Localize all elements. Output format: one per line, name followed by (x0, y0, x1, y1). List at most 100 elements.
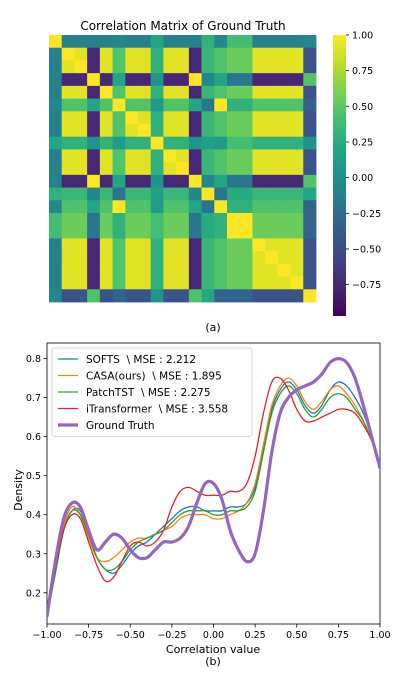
heatmap-cell (277, 187, 291, 201)
heatmap-cell (303, 162, 317, 176)
legend-entry: SOFTS \ MSE : 2.212 (86, 354, 196, 366)
heatmap-cell (99, 162, 113, 176)
heatmap-cell (188, 238, 202, 252)
heatmap-cell (227, 225, 241, 239)
heatmap-cell (150, 238, 164, 252)
heatmap-cell (265, 136, 279, 150)
heatmap-cell (176, 60, 190, 74)
heatmap-cell (277, 60, 291, 74)
heatmap-cell (214, 263, 228, 277)
heatmap-cell (265, 200, 279, 214)
heatmap-cell (252, 238, 266, 252)
x-tick-label: −0.75 (74, 630, 103, 641)
heatmap-cell (163, 225, 177, 239)
heatmap-cell (176, 111, 190, 125)
heatmap-cell (239, 225, 253, 239)
heatmap-cell (138, 174, 152, 188)
heatmap-cell (112, 136, 126, 150)
heatmap-cell (239, 263, 253, 277)
heatmap-cell (112, 289, 126, 303)
heatmap-cell (239, 47, 253, 61)
heatmap-cell (252, 136, 266, 150)
heatmap-cell (277, 238, 291, 252)
heatmap-cell (125, 162, 139, 176)
heatmap-cell (188, 289, 202, 303)
heatmap-cell (61, 225, 75, 239)
heatmap-cell (239, 238, 253, 252)
heatmap-cell (188, 111, 202, 125)
heatmap-cell (74, 124, 88, 138)
heatmap-cell (112, 200, 126, 214)
line-series (47, 357, 380, 618)
heatmap-cell (176, 263, 190, 277)
heatmap-cell (87, 251, 101, 265)
heatmap-cell (74, 200, 88, 214)
heatmap-cell (201, 213, 215, 227)
heatmap-cell (49, 187, 63, 201)
heatmap-cell (265, 124, 279, 138)
heatmap-cell (265, 47, 279, 61)
heatmap-cell (277, 149, 291, 163)
heatmap-cell (61, 111, 75, 125)
heatmap-cell (74, 276, 88, 290)
heatmap-cell (49, 174, 63, 188)
heatmap-cell (61, 60, 75, 74)
heatmap-cells (49, 35, 317, 303)
heatmap-cell (150, 251, 164, 265)
heatmap-cell (303, 200, 317, 214)
heatmap-cell (49, 225, 63, 239)
heatmap-cell (303, 289, 317, 303)
heatmap-cell (201, 263, 215, 277)
heatmap-cell (176, 73, 190, 87)
colorbar: 1.00 0.75 0.50 0.25 0.00 −0.25 −0.50 −0.75 (333, 31, 381, 316)
heatmap-cell (49, 60, 63, 74)
heatmap-cell (239, 251, 253, 265)
heatmap-cell (252, 289, 266, 303)
heatmap-cell (252, 111, 266, 125)
heatmap-cell (265, 238, 279, 252)
heatmap-cell (214, 149, 228, 163)
heatmap-cell (125, 200, 139, 214)
heatmap-cell (290, 47, 304, 61)
heatmap-cell (252, 225, 266, 239)
heatmap-cell (188, 187, 202, 201)
heatmap-cell (150, 136, 164, 150)
x-tick-label: 0.25 (245, 630, 266, 641)
series-line (47, 377, 380, 617)
heatmap-cell (99, 276, 113, 290)
heatmap-cell (61, 124, 75, 138)
heatmap-cell (87, 35, 101, 49)
heatmap-cell (138, 263, 152, 277)
heatmap-cell (163, 187, 177, 201)
heatmap-cell (303, 213, 317, 227)
heatmap-cell (188, 225, 202, 239)
heatmap-cell (150, 225, 164, 239)
heatmap-cell (176, 85, 190, 99)
heatmap-cell (188, 174, 202, 188)
heatmap-cell (188, 85, 202, 99)
heatmap-cell (61, 149, 75, 163)
heatmap-cell (125, 238, 139, 252)
heatmap-cell (74, 289, 88, 303)
heatmap-cell (49, 289, 63, 303)
heatmap-cell (99, 98, 113, 112)
y-tick-label: 0.8 (26, 354, 41, 365)
heatmap-cell (125, 35, 139, 49)
heatmap-cell (303, 111, 317, 125)
heatmap-cell (265, 187, 279, 201)
heatmap-cell (150, 35, 164, 49)
heatmap-cell (290, 200, 304, 214)
heatmap-cell (188, 213, 202, 227)
heatmap-cell (163, 85, 177, 99)
x-tick-label: 0.50 (286, 630, 307, 641)
heatmap-cell (290, 111, 304, 125)
y-tick-label: 0.7 (26, 393, 41, 404)
heatmap-cell (150, 200, 164, 214)
heatmap-cell (49, 47, 63, 61)
series-line (47, 357, 380, 618)
heatmap-cell (290, 35, 304, 49)
heatmap-cell (99, 187, 113, 201)
heatmap-cell (265, 251, 279, 265)
heatmap-cell (303, 85, 317, 99)
heatmap-cell (265, 60, 279, 74)
